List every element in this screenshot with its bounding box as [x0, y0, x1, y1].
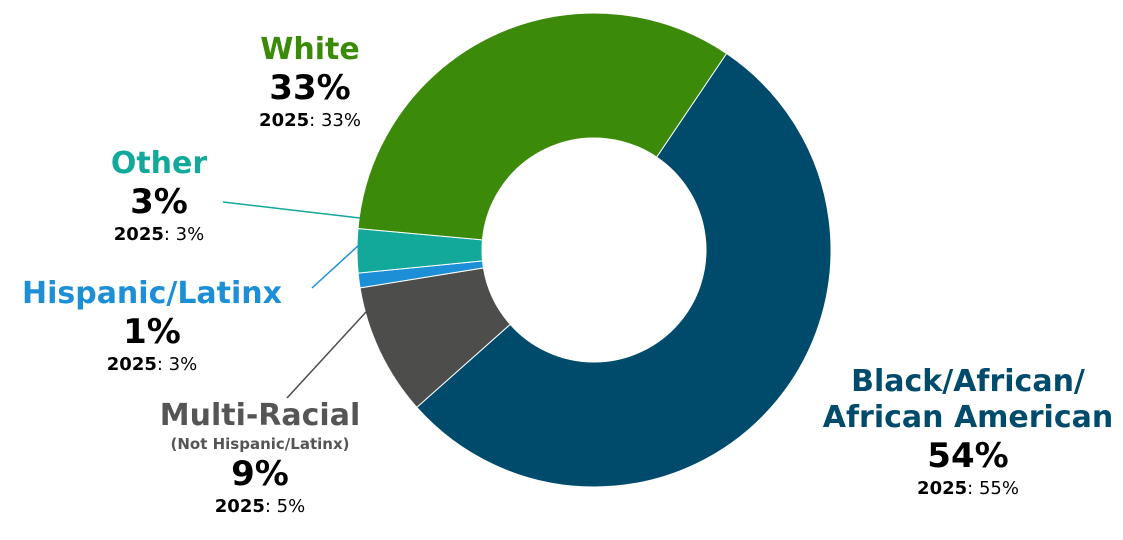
- label-other-prior: 2025: 3%: [74, 222, 244, 248]
- leader-line-other: [222, 201, 361, 219]
- label-black-prior-value: : 55%: [967, 478, 1019, 499]
- label-black-pct: 54%: [927, 436, 1009, 476]
- leader-line-hispanic: [311, 244, 360, 289]
- label-multi: Multi-Racial (Not Hispanic/Latinx) 9% 20…: [130, 398, 390, 520]
- label-hispanic-pct: 1%: [123, 312, 181, 352]
- label-hispanic-prior: 2025: 3%: [2, 352, 302, 378]
- label-white-name: White: [260, 32, 360, 67]
- label-black-name-line2: African American: [822, 400, 1114, 435]
- label-hispanic-name: Hispanic/Latinx: [21, 276, 283, 311]
- label-multi-pct: 9%: [231, 454, 289, 494]
- label-black-prior: 2025: 55%: [808, 476, 1123, 502]
- leader-lines: [222, 201, 367, 399]
- label-black-prior-year: 2025: [917, 478, 968, 499]
- label-multi-name: Multi-Racial: [159, 398, 361, 433]
- label-white: White 33% 2025: 33%: [220, 32, 400, 134]
- label-other-pct: 3%: [130, 182, 188, 222]
- label-hispanic-prior-value: : 3%: [156, 354, 198, 375]
- label-multi-prior: 2025: 5%: [130, 494, 390, 520]
- label-white-prior-year: 2025: [259, 110, 310, 131]
- leader-line-multi: [286, 311, 367, 399]
- label-hispanic: Hispanic/Latinx 1% 2025: 3%: [2, 276, 302, 378]
- label-white-prior-value: : 33%: [309, 110, 361, 131]
- label-white-prior: 2025: 33%: [220, 108, 400, 134]
- slice-white: [357, 12, 728, 241]
- slice-black-african-african-american: [416, 52, 832, 488]
- label-other-prior-year: 2025: [113, 224, 164, 245]
- label-hispanic-prior-year: 2025: [106, 354, 157, 375]
- donut-slices: [356, 12, 832, 488]
- label-black-name-line1: Black/African/: [851, 364, 1085, 399]
- label-other: Other 3% 2025: 3%: [74, 146, 244, 248]
- label-other-name: Other: [110, 146, 208, 181]
- label-multi-prior-year: 2025: [214, 496, 265, 517]
- label-multi-sub: (Not Hispanic/Latinx): [170, 435, 350, 453]
- label-multi-prior-value: : 5%: [264, 496, 306, 517]
- label-black: Black/African/ African American 54% 2025…: [808, 364, 1123, 502]
- label-other-prior-value: : 3%: [163, 224, 205, 245]
- label-white-pct: 33%: [269, 68, 351, 108]
